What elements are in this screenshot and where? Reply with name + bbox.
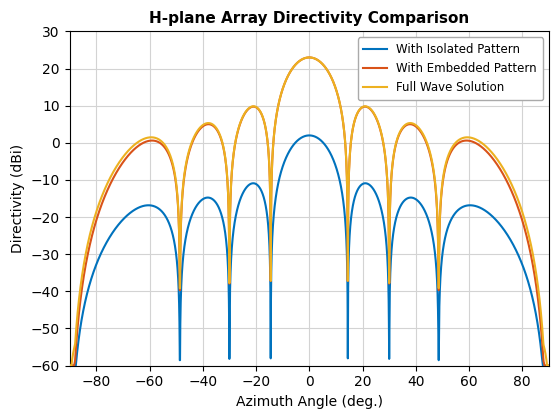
With Embedded Pattern [520, 222, 527, 227]
Full Wave Solution [520, 213, 527, 218]
With Embedded Pattern [301, 56, 307, 61]
With Embedded Pattern [86, 244, 93, 249]
Full Wave Solution [301, 56, 307, 61]
With Embedded Pattern [95, 212, 102, 217]
X-axis label: Azimuth Angle (deg.): Azimuth Angle (deg.) [236, 395, 383, 409]
Full Wave Solution [545, 363, 552, 368]
With Isolated Pattern [66, 363, 73, 368]
Full Wave Solution [306, 55, 312, 60]
Legend: With Isolated Pattern, With Embedded Pattern, Full Wave Solution: With Isolated Pattern, With Embedded Pat… [357, 37, 543, 100]
With Isolated Pattern [95, 257, 102, 262]
Full Wave Solution [95, 203, 102, 208]
With Isolated Pattern [306, 133, 312, 138]
With Embedded Pattern [306, 55, 312, 60]
With Embedded Pattern [160, 144, 167, 149]
Title: H-plane Array Directivity Comparison: H-plane Array Directivity Comparison [149, 11, 469, 26]
Line: With Isolated Pattern: With Isolated Pattern [69, 135, 549, 366]
With Isolated Pattern [68, 363, 75, 368]
With Isolated Pattern [301, 134, 307, 139]
With Embedded Pattern [66, 363, 73, 368]
Full Wave Solution [160, 141, 167, 146]
Line: Full Wave Solution: Full Wave Solution [69, 58, 549, 366]
With Isolated Pattern [86, 282, 93, 287]
With Embedded Pattern [545, 363, 552, 368]
Full Wave Solution [66, 363, 73, 368]
With Isolated Pattern [545, 363, 552, 368]
With Isolated Pattern [520, 265, 527, 270]
Line: With Embedded Pattern: With Embedded Pattern [69, 58, 549, 366]
With Embedded Pattern [68, 363, 75, 368]
Full Wave Solution [68, 360, 75, 365]
Y-axis label: Directivity (dBi): Directivity (dBi) [11, 144, 25, 253]
Full Wave Solution [86, 234, 93, 239]
With Isolated Pattern [160, 211, 167, 216]
